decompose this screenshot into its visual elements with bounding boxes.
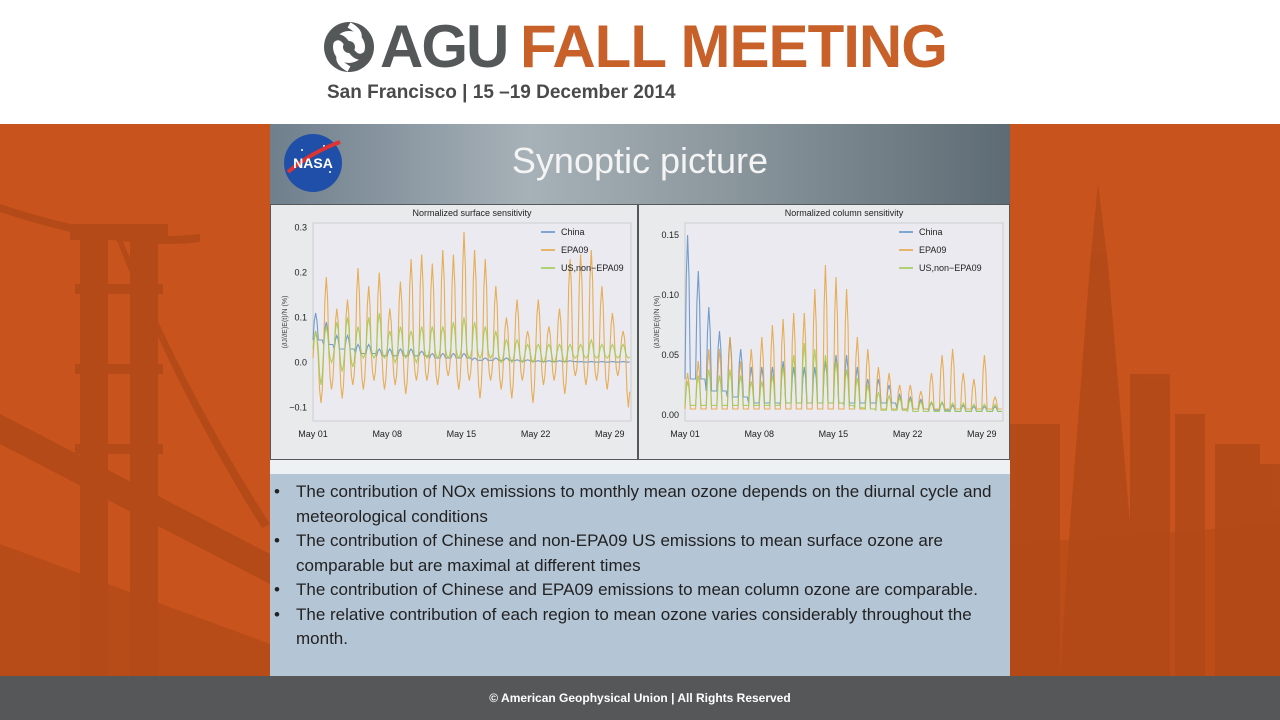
bullet-list: The contribution of NOx emissions to mon… bbox=[270, 480, 1010, 652]
legend-label: China bbox=[919, 227, 943, 237]
series-line bbox=[312, 312, 631, 386]
bullet-item: The contribution of Chinese and EPA09 em… bbox=[274, 578, 1010, 603]
presentation-slide: NASA Synoptic picture Normalized surface… bbox=[270, 124, 1010, 676]
series-line bbox=[312, 231, 631, 408]
bullet-item: The relative contribution of each region… bbox=[274, 603, 1010, 652]
y-tick-label: 0.3 bbox=[294, 223, 307, 233]
plot-area bbox=[312, 222, 632, 422]
skyline-illustration bbox=[0, 184, 1280, 676]
y-tick-label: 0.1 bbox=[294, 313, 307, 323]
x-tick-label: May 29 bbox=[595, 429, 625, 439]
legend-label: US,non−EPA09 bbox=[919, 263, 982, 273]
surface-sensitivity-chart: Normalized surface sensitivity 0.3 0.2 0.1 0… bbox=[270, 204, 638, 460]
nasa-logo-text: NASA bbox=[293, 155, 333, 171]
bullet-list-panel: The contribution of NOx emissions to mon… bbox=[270, 474, 1010, 676]
bullet-item: The contribution of Chinese and non-EPA0… bbox=[274, 529, 1010, 578]
x-tick-label: May 01 bbox=[670, 429, 700, 439]
bullet-item: The contribution of NOx emissions to mon… bbox=[274, 480, 1010, 529]
y-tick-label: −0.1 bbox=[289, 403, 307, 413]
legend-label: China bbox=[561, 227, 585, 237]
y-tick-label: 0.00 bbox=[661, 410, 679, 420]
copyright-footer: © American Geophysical Union | All Right… bbox=[0, 676, 1280, 720]
x-tick-label: May 22 bbox=[521, 429, 551, 439]
legend-label: EPA09 bbox=[561, 245, 588, 255]
legend-label: EPA09 bbox=[919, 245, 946, 255]
x-tick-label: May 29 bbox=[967, 429, 997, 439]
surface-sensitivity-plot: Normalized surface sensitivity 0.3 0.2 0.1 0… bbox=[282, 208, 632, 439]
chart-title: Normalized surface sensitivity bbox=[412, 208, 532, 218]
y-tick-label: 0.15 bbox=[661, 230, 679, 240]
y-tick-label: 0.2 bbox=[294, 268, 307, 278]
y-axis-label: (∂J/∂E)E(t)/N (%) bbox=[282, 296, 289, 349]
event-title: FALL MEETING bbox=[520, 13, 948, 80]
series-line bbox=[684, 234, 1002, 413]
series-line bbox=[684, 342, 1002, 413]
y-axis-label: (∂J/∂E)E(t)/N (%) bbox=[654, 296, 661, 349]
y-tick-label: 0.10 bbox=[661, 290, 679, 300]
x-tick-label: May 01 bbox=[298, 429, 328, 439]
column-sensitivity-plot: Normalized column sensitivity 0.15 0.10 0.0… bbox=[654, 208, 1004, 439]
series-line bbox=[684, 264, 1002, 410]
chart-title: Normalized column sensitivity bbox=[785, 208, 904, 218]
event-subtitle: San Francisco | 15 –19 December 2014 bbox=[327, 82, 676, 103]
agu-logo-icon bbox=[324, 22, 374, 72]
agu-wordmark: AGU bbox=[380, 13, 509, 80]
legend-label: US,non−EPA09 bbox=[561, 263, 624, 273]
x-tick-label: May 22 bbox=[893, 429, 923, 439]
x-tick-label: May 15 bbox=[447, 429, 477, 439]
x-tick-label: May 08 bbox=[744, 429, 774, 439]
x-tick-label: May 15 bbox=[819, 429, 849, 439]
meeting-header: AGU FALL MEETING San Francisco | 15 –19 … bbox=[0, 0, 1280, 124]
slide-title-band bbox=[270, 124, 1010, 204]
y-tick-label: 0.05 bbox=[661, 350, 679, 360]
y-tick-label: 0.0 bbox=[294, 358, 307, 368]
nasa-logo-icon: NASA bbox=[284, 134, 342, 192]
column-sensitivity-chart: Normalized column sensitivity 0.15 0.10 0.0… bbox=[638, 204, 1010, 460]
slide-title: Synoptic picture bbox=[511, 140, 769, 181]
x-tick-label: May 08 bbox=[372, 429, 402, 439]
